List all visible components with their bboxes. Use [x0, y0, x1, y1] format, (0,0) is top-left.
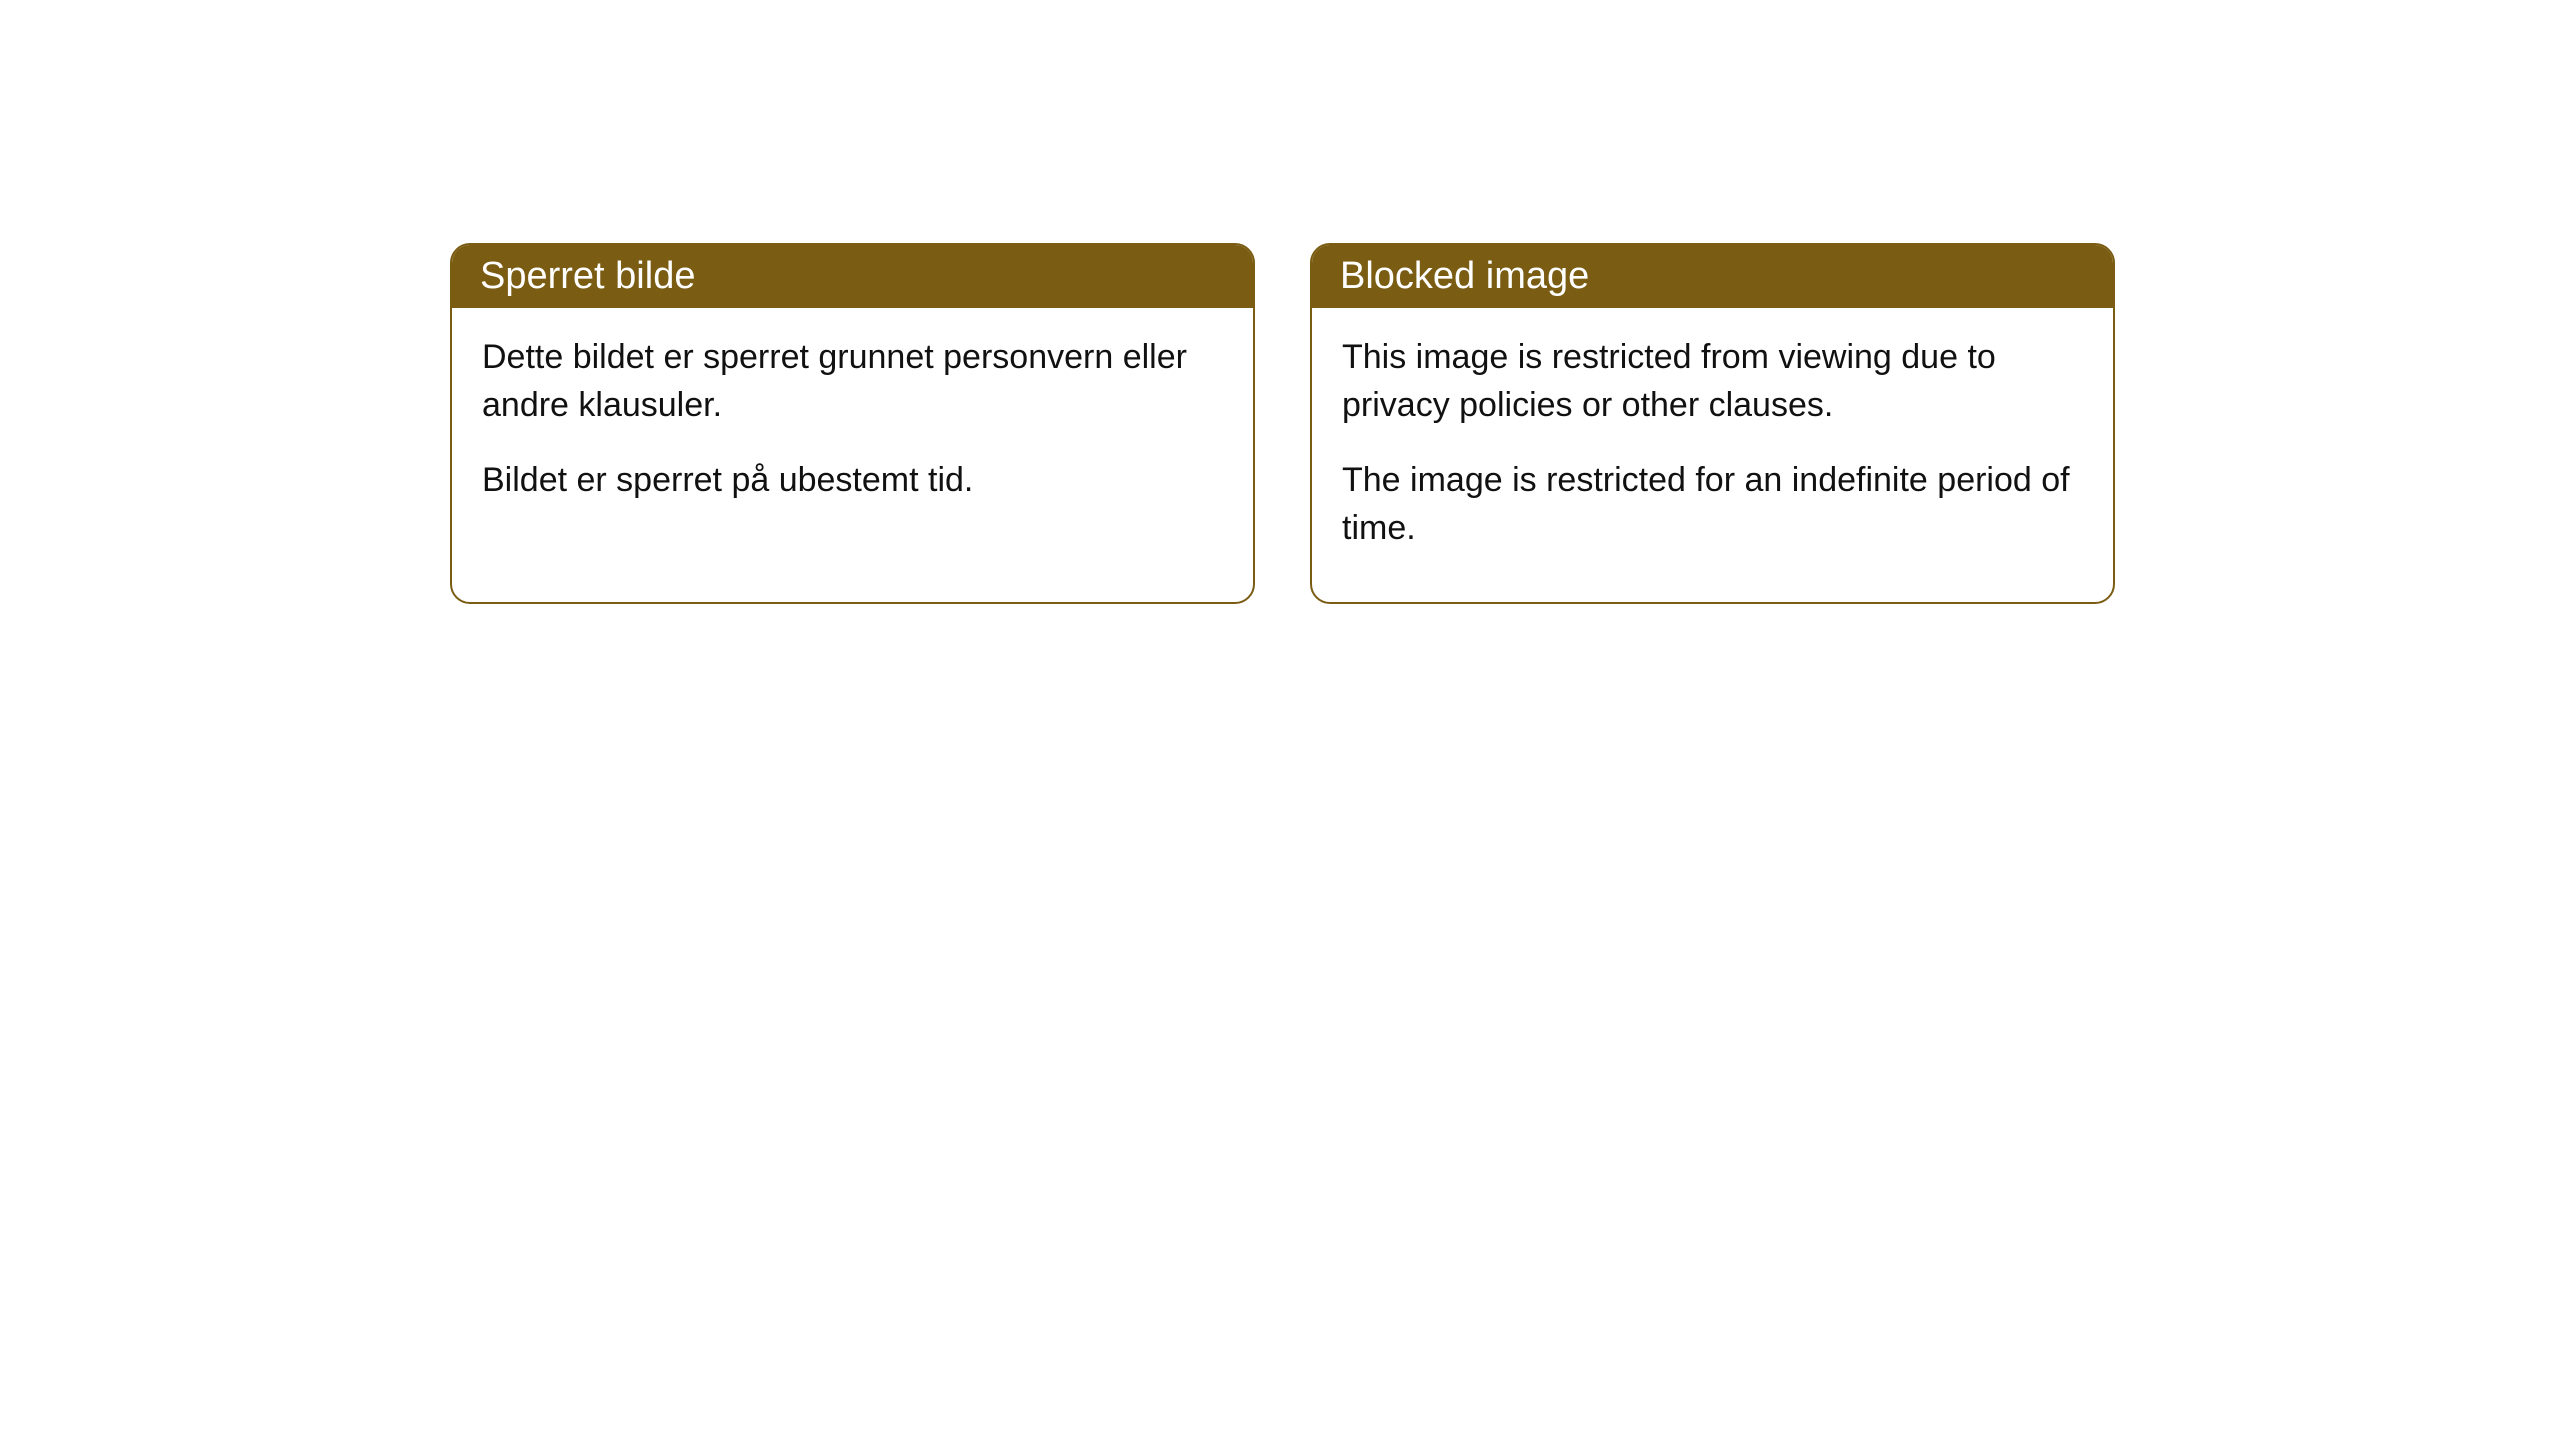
- card-paragraph-2: Bildet er sperret på ubestemt tid.: [482, 457, 1223, 505]
- cards-container: Sperret bilde Dette bildet er sperret gr…: [450, 243, 2115, 604]
- card-paragraph-1: Dette bildet er sperret grunnet personve…: [482, 334, 1223, 429]
- card-header: Blocked image: [1312, 245, 2113, 308]
- blocked-image-card-en: Blocked image This image is restricted f…: [1310, 243, 2115, 604]
- card-body: Dette bildet er sperret grunnet personve…: [452, 308, 1253, 555]
- card-header: Sperret bilde: [452, 245, 1253, 308]
- card-body: This image is restricted from viewing du…: [1312, 308, 2113, 602]
- card-paragraph-2: The image is restricted for an indefinit…: [1342, 457, 2083, 552]
- blocked-image-card-no: Sperret bilde Dette bildet er sperret gr…: [450, 243, 1255, 604]
- card-paragraph-1: This image is restricted from viewing du…: [1342, 334, 2083, 429]
